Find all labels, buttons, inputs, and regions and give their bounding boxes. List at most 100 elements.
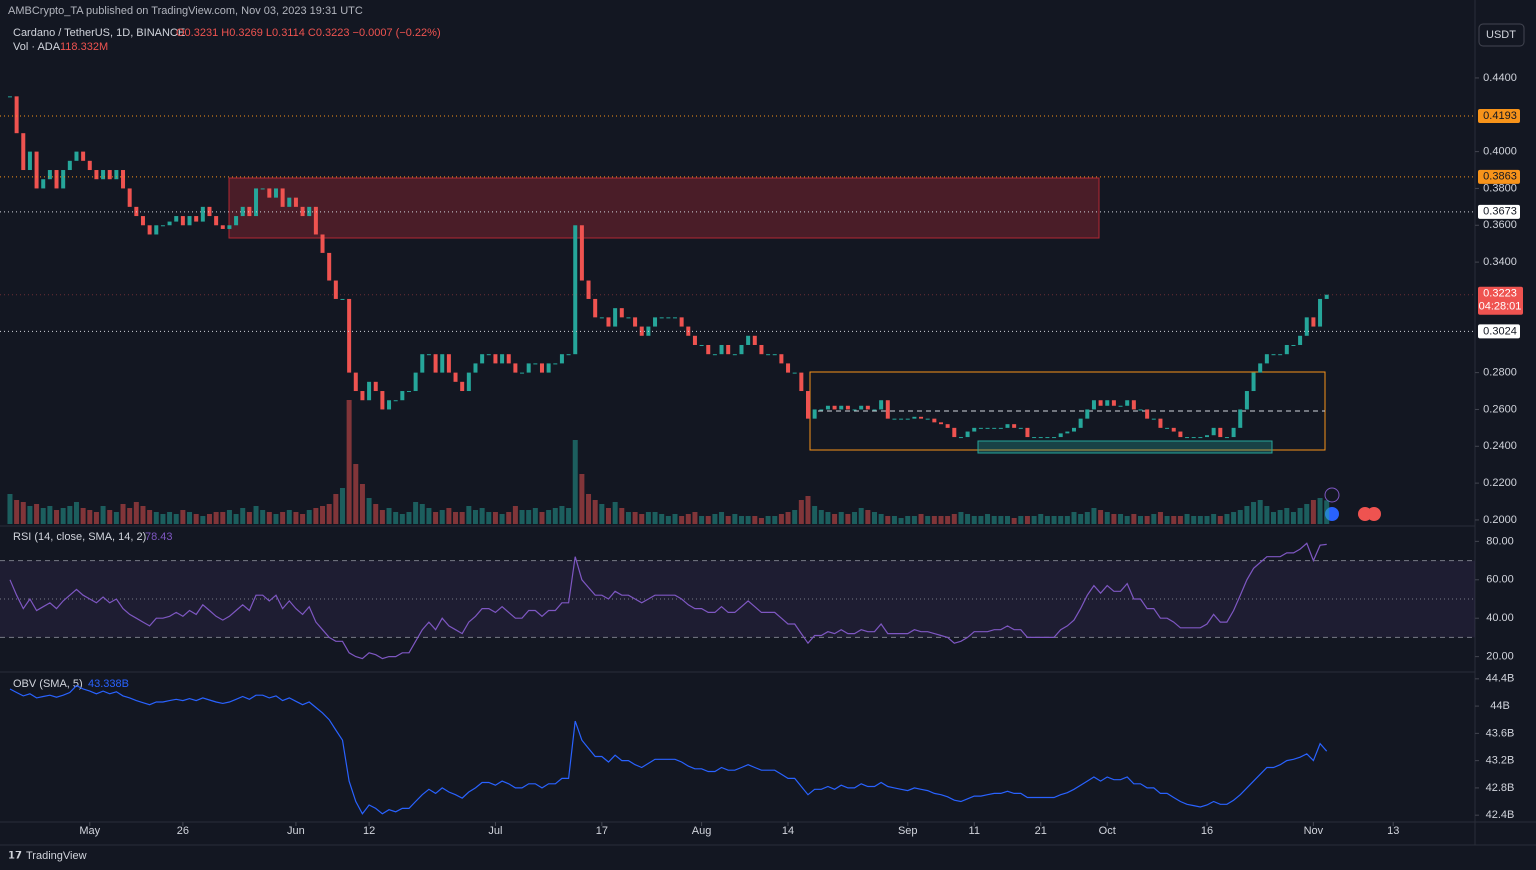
candle [254,188,259,217]
y-tick-label: 0.3800 [1483,182,1517,194]
candle [746,335,751,345]
candle [47,170,52,180]
last-price-box [1478,286,1523,315]
currency-label: USDT [1486,29,1516,41]
candle [7,96,12,98]
candle [952,427,957,438]
volume-bar [1224,514,1230,524]
volume-bar [512,506,518,524]
volume-bar [459,512,465,524]
volume-bar [359,484,365,524]
volume-bar [27,506,33,524]
x-tick-label: Aug [692,825,712,837]
volume-bar [193,514,199,524]
indicator-line [9,684,1328,815]
volume-bar [1184,514,1190,524]
y-tick-label: 0.3600 [1483,219,1517,231]
volume-bar [1211,514,1217,524]
volume-bar [818,510,824,524]
volume-bar [113,512,119,524]
x-tick-label: 21 [1035,825,1047,837]
volume-bar [499,514,505,524]
candle [1085,409,1090,419]
currency-button[interactable] [1478,23,1525,47]
volume-bar [406,512,412,524]
x-tick-label: 11 [969,825,980,837]
candle [1018,427,1023,429]
volume-bar [1044,516,1050,524]
volume-bar [1004,516,1010,524]
volume-bar [991,516,997,524]
candle [1318,298,1323,327]
candle [932,418,937,423]
volume-bar [938,516,944,524]
candle [433,354,438,373]
volume-bar [705,516,711,524]
candle [1151,418,1156,420]
volume-bar [659,514,665,524]
candle [1091,400,1096,410]
volume-bar [333,494,339,524]
volume-bar [539,512,545,524]
volume-bar [645,512,651,524]
candle [87,160,92,171]
candle [639,326,644,336]
candle [240,206,245,217]
volume-bar [905,516,911,524]
volume-bar [120,504,126,524]
candle [1058,433,1063,438]
x-tick-label: Nov [1304,825,1324,837]
volume-bar [652,512,658,524]
candle [1131,400,1136,410]
rsi-band [0,560,1475,638]
candle [1111,400,1116,406]
volume-bar [845,514,851,524]
candle [672,317,677,319]
candle [885,400,890,419]
volume-bar [891,516,897,524]
candle [978,427,983,429]
candle [1012,424,1017,428]
volume-bar [1171,516,1177,524]
candle [839,405,844,410]
x-tick-label: Jun [287,825,305,837]
y-tick-label: 80.00 [1486,535,1514,547]
candle [1052,437,1057,439]
volume-bar [506,512,512,524]
volume-bar [1071,512,1077,524]
candle [759,344,764,355]
event-icon[interactable] [1367,507,1381,521]
volume-bar [1324,500,1330,524]
volume-bar [266,512,272,524]
candle [1118,405,1123,407]
candle [593,298,598,318]
volume-bar [87,510,93,524]
candle [666,317,671,319]
candle [466,372,471,392]
volume-bar [273,514,279,524]
volume-bar [572,440,578,524]
candle [287,197,292,207]
candle [752,335,757,345]
volume-bar [280,512,286,524]
candle [473,363,478,373]
volume-bar [699,516,705,524]
candle [1138,409,1143,411]
candle [27,151,32,171]
volume-bar [379,510,385,524]
candle [353,372,358,392]
candle [1211,427,1216,436]
candle [998,427,1003,429]
candle [1298,335,1303,345]
candle [1005,424,1010,428]
candle [180,216,185,226]
x-tick-label: 16 [1201,825,1213,837]
event-icon[interactable] [1324,487,1340,503]
candle [872,409,877,411]
volume-bar [1304,504,1310,524]
candle [1038,437,1043,439]
price-label-box [1478,109,1520,124]
candle [380,391,385,410]
volume-bar [978,516,984,524]
